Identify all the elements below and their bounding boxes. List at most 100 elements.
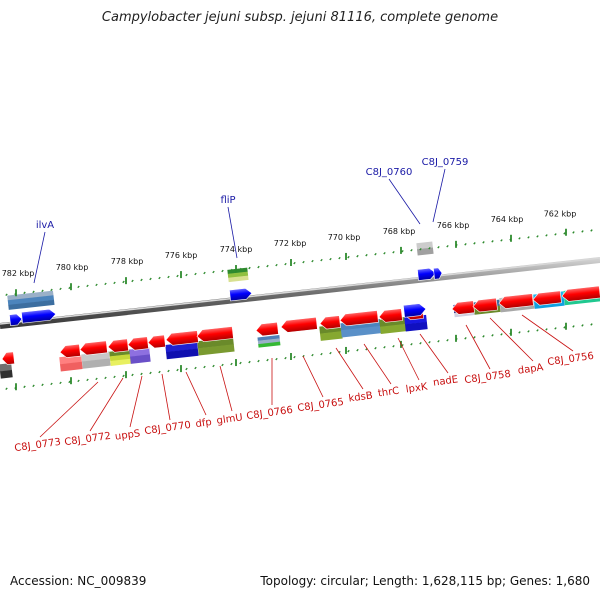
upper-tick-minor — [482, 241, 485, 244]
band-stripe — [257, 338, 281, 345]
gene-arrow — [196, 326, 234, 342]
upper-tick-minor — [212, 270, 215, 274]
gene-label: thrC — [377, 386, 400, 400]
band-stripe — [60, 361, 83, 372]
lower-tick-minor — [257, 359, 260, 363]
feature-band — [416, 241, 434, 256]
lower-tick-minor — [293, 355, 296, 359]
upper-tick-minor — [68, 286, 71, 290]
upper-tick-minor — [194, 272, 197, 276]
upper-tick-minor — [185, 273, 188, 277]
reverse-gene-arrow — [79, 340, 108, 356]
lower-tick-minor — [248, 360, 251, 364]
band-stripe — [257, 335, 280, 342]
lower-tick-minor — [392, 344, 395, 348]
gene-label: C8J_0756 — [547, 351, 595, 368]
gene-arrow — [339, 310, 379, 327]
lower-tick-minor — [446, 339, 449, 342]
gene-arrow — [255, 321, 279, 337]
gene-arrow — [59, 343, 81, 358]
upper-tick-minor — [95, 283, 98, 287]
upper-tick-minor — [86, 284, 89, 288]
lower-tick-minor — [428, 340, 431, 344]
upper-tick-minor — [392, 250, 395, 254]
upper-tick-minor — [131, 279, 134, 283]
upper-tick-minor — [41, 289, 44, 293]
band-stripe — [227, 271, 249, 279]
upper-tick-minor — [374, 252, 377, 256]
feature-band — [7, 290, 55, 310]
lower-tick-minor — [320, 352, 323, 356]
upper-tick-minor — [284, 262, 287, 266]
gene-arrow — [280, 316, 318, 333]
band-stripe — [130, 354, 151, 364]
band-stripe — [416, 241, 433, 250]
lower-tick-minor — [266, 358, 269, 362]
upper-tick-minor — [590, 229, 593, 232]
forward-gene-arrow — [9, 313, 23, 327]
lower-tick-minor — [167, 369, 170, 373]
gene-leader-line — [89, 377, 124, 432]
forward-gene-arrow — [403, 303, 427, 318]
gene-arrow — [451, 300, 475, 315]
gene-leader-line — [432, 168, 446, 223]
lower-tick-minor — [311, 353, 314, 357]
gene-arrow — [79, 340, 108, 356]
reverse-gene-arrow — [59, 343, 81, 358]
forward-gene-arrow — [417, 267, 437, 281]
lower-tick-minor — [464, 337, 467, 340]
upper-tick-minor — [410, 248, 413, 252]
lower-tick-minor — [419, 341, 422, 345]
gene-label: glmU — [216, 412, 243, 427]
feature-band — [129, 347, 151, 364]
lower-tick-minor — [50, 382, 53, 386]
lower-tick-minor — [437, 340, 440, 343]
gene-label: C8J_0760 — [366, 167, 413, 178]
gene-leader-line — [161, 373, 171, 421]
lower-tick-minor — [527, 330, 530, 333]
upper-tick-minor — [347, 255, 350, 259]
gene-arrow — [403, 303, 427, 318]
gene-arrow — [433, 267, 443, 280]
lower-tick-minor — [77, 379, 80, 383]
gene-label: C8J_0759 — [422, 157, 469, 168]
lower-tick-minor — [176, 368, 179, 372]
reverse-gene-arrow — [127, 336, 149, 351]
lower-tick-minor — [518, 331, 521, 334]
reverse-gene-arrow — [147, 334, 166, 349]
gene-arrow — [147, 334, 166, 349]
upper-tick-minor — [5, 293, 8, 297]
feature-band — [227, 267, 249, 283]
band-stripe — [7, 295, 55, 306]
reverse-gene-arrow — [339, 310, 379, 327]
kbp-label: 772 kbp — [274, 239, 307, 248]
gene-leader-line — [388, 178, 421, 225]
gene-arrow — [107, 338, 129, 353]
topology-label: Topology: circular; Length: 1,628,115 bp… — [260, 574, 590, 588]
upper-tick-minor — [329, 257, 332, 261]
upper-tick-minor — [464, 243, 467, 246]
upper-tick-minor — [113, 281, 116, 285]
gene-arrow — [127, 336, 149, 351]
gene-leader-line — [39, 381, 99, 438]
gene-arrow — [21, 308, 57, 324]
reverse-gene-arrow — [196, 326, 234, 342]
lower-tick-minor — [383, 345, 386, 349]
lower-tick-minor — [113, 375, 116, 379]
kbp-label: 770 kbp — [328, 233, 361, 242]
lower-tick-minor — [131, 373, 134, 377]
band-stripe — [8, 299, 55, 310]
upper-tick-minor — [527, 236, 530, 239]
band-stripe — [341, 325, 382, 338]
lower-tick-minor — [23, 385, 26, 389]
lower-tick-minor — [590, 323, 593, 326]
upper-tick-minor — [536, 235, 539, 238]
backbone-highlight — [0, 257, 600, 325]
kbp-label: 766 kbp — [437, 221, 470, 230]
lower-tick-minor — [230, 362, 233, 366]
band-stripe — [258, 341, 281, 348]
upper-tick-minor — [437, 246, 440, 249]
gene-arrow — [1, 351, 15, 365]
upper-tick-minor — [221, 269, 224, 273]
gene-arrow — [378, 308, 403, 323]
